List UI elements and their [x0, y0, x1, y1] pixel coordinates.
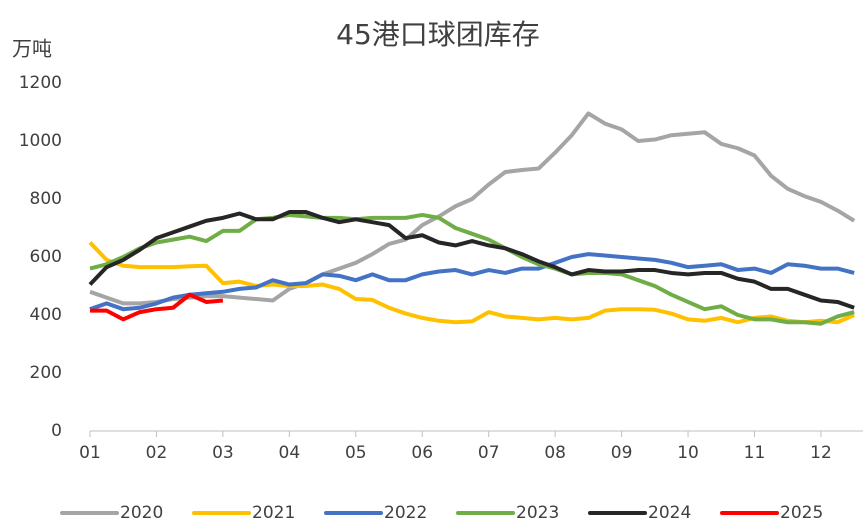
- series-line: [89, 111, 856, 306]
- x-tick-label: 05: [345, 443, 367, 463]
- x-tick-label: 07: [478, 443, 500, 463]
- y-tick-label: 800: [30, 189, 62, 209]
- chart-title: 45港口球团库存: [336, 18, 540, 51]
- series-line: [89, 212, 855, 326]
- series-line: [89, 252, 855, 312]
- series-line: [88, 210, 855, 310]
- x-tick-label: 04: [279, 443, 301, 463]
- legend-label: 2023: [516, 503, 559, 523]
- x-tick-label: 03: [212, 443, 234, 463]
- x-tick-label: 10: [677, 443, 699, 463]
- plot-area: [88, 111, 856, 326]
- legend-label: 2022: [384, 503, 427, 523]
- y-axis-label: 万吨: [12, 37, 52, 61]
- y-tick-label: 1000: [19, 131, 62, 151]
- legend-label: 2020: [120, 503, 163, 523]
- legend-label: 2025: [780, 503, 823, 523]
- series-line: [88, 241, 855, 325]
- y-tick-label: 0: [51, 421, 62, 441]
- legend-label: 2024: [648, 503, 691, 523]
- x-tick-label: 12: [810, 443, 832, 463]
- x-tick-label: 01: [79, 443, 101, 463]
- x-tick-label: 09: [611, 443, 633, 463]
- y-tick-label: 400: [30, 305, 62, 325]
- x-tick-label: 08: [544, 443, 566, 463]
- legend-label: 2021: [252, 503, 295, 523]
- x-tick-label: 02: [146, 443, 168, 463]
- y-tick-label: 1200: [19, 73, 62, 93]
- y-tick-label: 200: [30, 363, 62, 383]
- y-tick-label: 600: [30, 247, 62, 267]
- series-line: [90, 292, 224, 322]
- x-tick-label: 11: [744, 443, 766, 463]
- x-tick-label: 06: [411, 443, 433, 463]
